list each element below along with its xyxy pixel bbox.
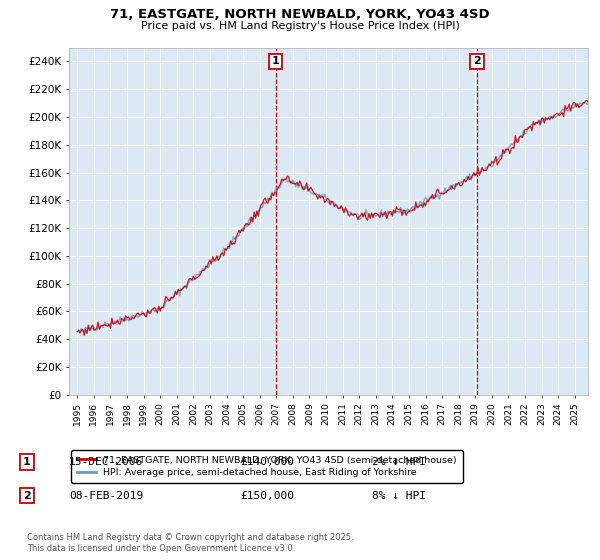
Text: £150,000: £150,000 <box>240 491 294 501</box>
Text: 2: 2 <box>473 57 481 66</box>
Text: 2% ↓ HPI: 2% ↓ HPI <box>372 457 426 467</box>
Text: 1: 1 <box>23 457 31 467</box>
Text: 2: 2 <box>23 491 31 501</box>
Legend: 71, EASTGATE, NORTH NEWBALD, YORK, YO43 4SD (semi-detached house), HPI: Average : 71, EASTGATE, NORTH NEWBALD, YORK, YO43 … <box>71 450 463 483</box>
Text: 08-FEB-2019: 08-FEB-2019 <box>69 491 143 501</box>
Text: 8% ↓ HPI: 8% ↓ HPI <box>372 491 426 501</box>
Text: 71, EASTGATE, NORTH NEWBALD, YORK, YO43 4SD: 71, EASTGATE, NORTH NEWBALD, YORK, YO43 … <box>110 8 490 21</box>
Text: Price paid vs. HM Land Registry's House Price Index (HPI): Price paid vs. HM Land Registry's House … <box>140 21 460 31</box>
Text: Contains HM Land Registry data © Crown copyright and database right 2025.
This d: Contains HM Land Registry data © Crown c… <box>27 533 353 553</box>
Text: 15-DEC-2006: 15-DEC-2006 <box>69 457 143 467</box>
Text: £140,000: £140,000 <box>240 457 294 467</box>
Text: 1: 1 <box>272 57 280 66</box>
